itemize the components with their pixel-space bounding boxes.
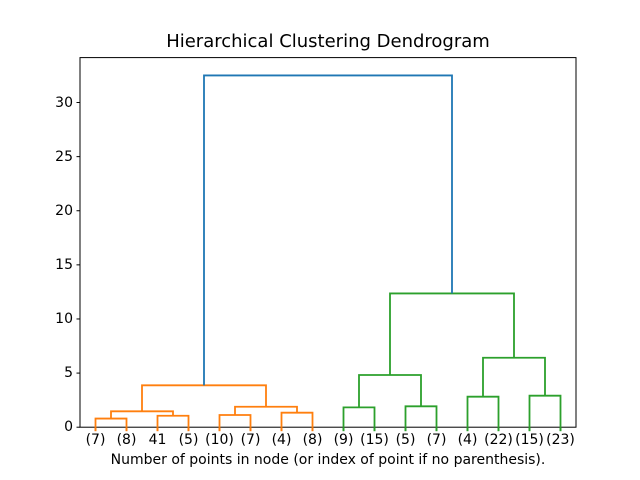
dendrogram-link — [234, 405, 298, 415]
dendrogram-link — [466, 395, 500, 428]
dendrogram-link — [156, 414, 190, 428]
dendrogram-link — [358, 374, 422, 408]
y-tick-label: 5 — [64, 365, 73, 382]
leaf-label: (15) — [360, 431, 389, 448]
x-axis-label: Number of points in node (or index of po… — [110, 452, 546, 468]
leaf-label: (7) — [240, 431, 261, 448]
y-tick-label: 30 — [55, 94, 73, 111]
leaf-label: (5) — [178, 431, 199, 448]
y-tick-label: 20 — [55, 202, 73, 219]
leaf-label: (15) — [515, 431, 544, 448]
leaf-label: (7) — [85, 431, 106, 448]
y-tick-label: 15 — [55, 256, 73, 273]
leaf-label: 41 — [148, 431, 167, 448]
leaf-label: (10) — [205, 431, 234, 448]
dendrogram-link — [404, 405, 438, 428]
y-tick-label: 25 — [55, 148, 73, 165]
leaf-label: (4) — [457, 431, 478, 448]
y-tick-label: 0 — [64, 419, 73, 436]
leaf-label: (23) — [546, 431, 575, 448]
dendrogram-link — [203, 74, 453, 386]
plot-border — [79, 57, 577, 428]
leaf-label: (7) — [426, 431, 447, 448]
dendrogram-link — [94, 417, 128, 428]
dendrogram-link — [389, 292, 515, 376]
leaf-label: (8) — [116, 431, 137, 448]
leaf-label: (9) — [333, 431, 354, 448]
dendrogram-link — [528, 394, 562, 428]
leaf-label: (4) — [271, 431, 292, 448]
leaf-label: (8) — [302, 431, 323, 448]
leaf-label: (5) — [395, 431, 416, 448]
y-tick-label: 10 — [55, 310, 73, 327]
leaf-label: (22) — [484, 431, 513, 448]
dendrogram-link — [141, 384, 267, 412]
chart-title: Hierarchical Clustering Dendrogram — [166, 31, 490, 52]
